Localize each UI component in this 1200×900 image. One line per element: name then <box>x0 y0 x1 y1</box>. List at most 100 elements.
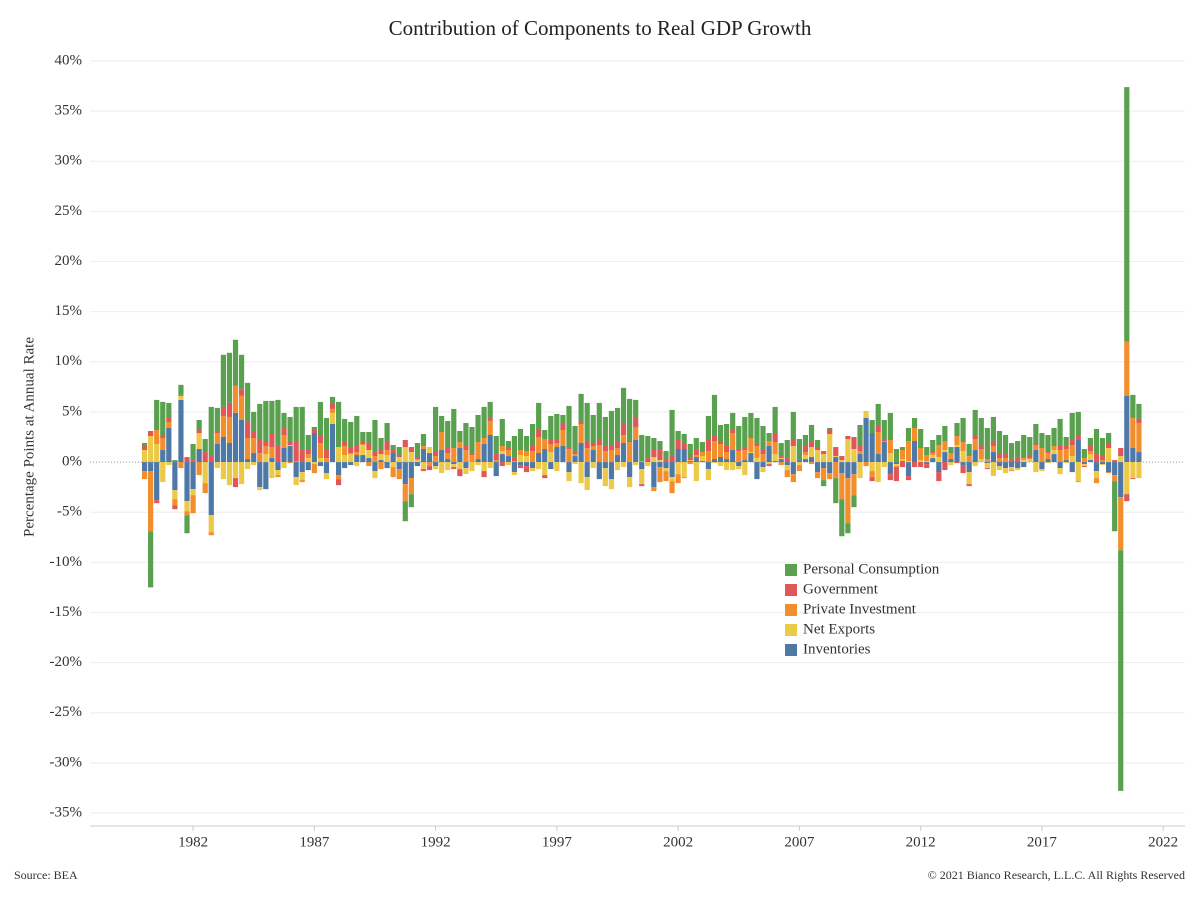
bar-segment <box>238 395 245 420</box>
bar-segment <box>936 462 942 473</box>
bar-segment <box>493 462 499 477</box>
bar-segment <box>190 444 196 461</box>
bar-segment <box>1106 462 1112 473</box>
bar-segment <box>1039 448 1045 463</box>
bar-segment <box>1033 450 1039 463</box>
bar-segment <box>869 432 875 463</box>
bar-segment <box>887 453 893 463</box>
bar-segment <box>596 439 602 446</box>
bar-segment <box>687 457 693 461</box>
bar-segment <box>548 452 554 463</box>
bar-segment <box>724 459 730 463</box>
x-tick-label: 1982 <box>178 834 208 850</box>
bar-segment <box>281 434 287 449</box>
bar-segment <box>863 417 869 463</box>
bar-segment <box>517 428 524 451</box>
bar-segment <box>523 435 530 452</box>
y-tick-label: 20% <box>55 253 83 269</box>
bar-segment <box>942 450 948 453</box>
bar-segment <box>705 440 712 452</box>
bar-segment <box>966 484 972 487</box>
bar-segment <box>681 477 687 479</box>
bar-segment <box>1106 444 1112 449</box>
bar-segment <box>1045 462 1051 464</box>
bar-segment <box>1087 454 1094 461</box>
bar-segment <box>839 462 845 474</box>
bar-segment <box>208 406 214 456</box>
bar-segment <box>839 460 845 463</box>
bar-segment <box>724 423 730 447</box>
bar-segment <box>930 453 936 456</box>
bar-segment <box>226 462 233 486</box>
bar-segment <box>232 412 239 463</box>
bar-segment <box>481 406 487 439</box>
bar-segment <box>669 409 675 456</box>
bar-segment <box>281 462 287 469</box>
bar-segment <box>202 462 208 484</box>
bar-segment <box>857 451 863 455</box>
bar-segment <box>827 428 833 434</box>
bar-segment <box>639 484 645 487</box>
bar-segment <box>578 443 584 463</box>
bar-segment <box>542 429 548 440</box>
bar-segment <box>1069 462 1075 473</box>
bar-segment <box>342 418 348 443</box>
bar-segment <box>651 462 657 488</box>
bar-segment <box>172 460 178 463</box>
bar-segment <box>463 462 469 469</box>
bar-segment <box>475 462 481 466</box>
bar-segment <box>317 458 323 463</box>
bar-segment <box>226 443 233 463</box>
bar-segment <box>663 459 669 463</box>
bar-segment <box>451 464 457 468</box>
bar-segment <box>536 437 542 454</box>
bar-segment <box>396 455 402 458</box>
bar-segment <box>645 458 651 462</box>
bar-segment <box>384 422 390 442</box>
y-tick-label: 0% <box>62 454 82 470</box>
bar-segment <box>905 441 912 462</box>
bar-segment <box>954 462 960 464</box>
bar-segment <box>245 421 251 439</box>
bar-segment <box>566 405 572 448</box>
bar-segment <box>645 435 651 459</box>
legend-label: Net Exports <box>803 621 875 637</box>
bar-segment <box>366 443 372 451</box>
bar-segment <box>293 462 299 478</box>
bar-segment <box>984 427 990 460</box>
bar-segment <box>620 443 627 463</box>
bar-segment <box>808 441 815 448</box>
bar-segment <box>984 459 990 463</box>
bar-segment <box>1057 450 1063 463</box>
legend-swatch <box>785 604 797 616</box>
bar-segment <box>196 432 202 450</box>
bar-segment <box>711 435 718 442</box>
bar-segment <box>184 501 190 512</box>
bar-segment <box>881 462 887 468</box>
bar-segment <box>614 462 621 471</box>
bar-segment <box>323 417 330 450</box>
bar-segment <box>972 450 978 463</box>
bar-segment <box>348 454 354 463</box>
bar-segment <box>796 462 802 466</box>
bar-segment <box>360 444 366 446</box>
bar-segment <box>511 458 518 462</box>
bar-segment <box>505 441 511 449</box>
bar-segment <box>905 462 912 477</box>
bar-segment <box>711 462 718 464</box>
bar-segment <box>984 463 990 469</box>
bar-segment <box>505 456 511 463</box>
bar-segment <box>366 450 372 459</box>
bar-segment <box>566 447 572 450</box>
bar-segment <box>766 464 772 467</box>
y-tick-label: 5% <box>62 403 82 419</box>
bar-segment <box>390 453 396 463</box>
bar-segment <box>1093 478 1100 484</box>
bar-segment <box>378 460 384 463</box>
bar-segment <box>578 393 584 422</box>
bar-segment <box>517 462 524 466</box>
bar-segment <box>554 413 560 441</box>
bar-segment <box>384 450 390 456</box>
bar-segment <box>1118 462 1124 498</box>
bar-segment <box>996 458 1003 463</box>
